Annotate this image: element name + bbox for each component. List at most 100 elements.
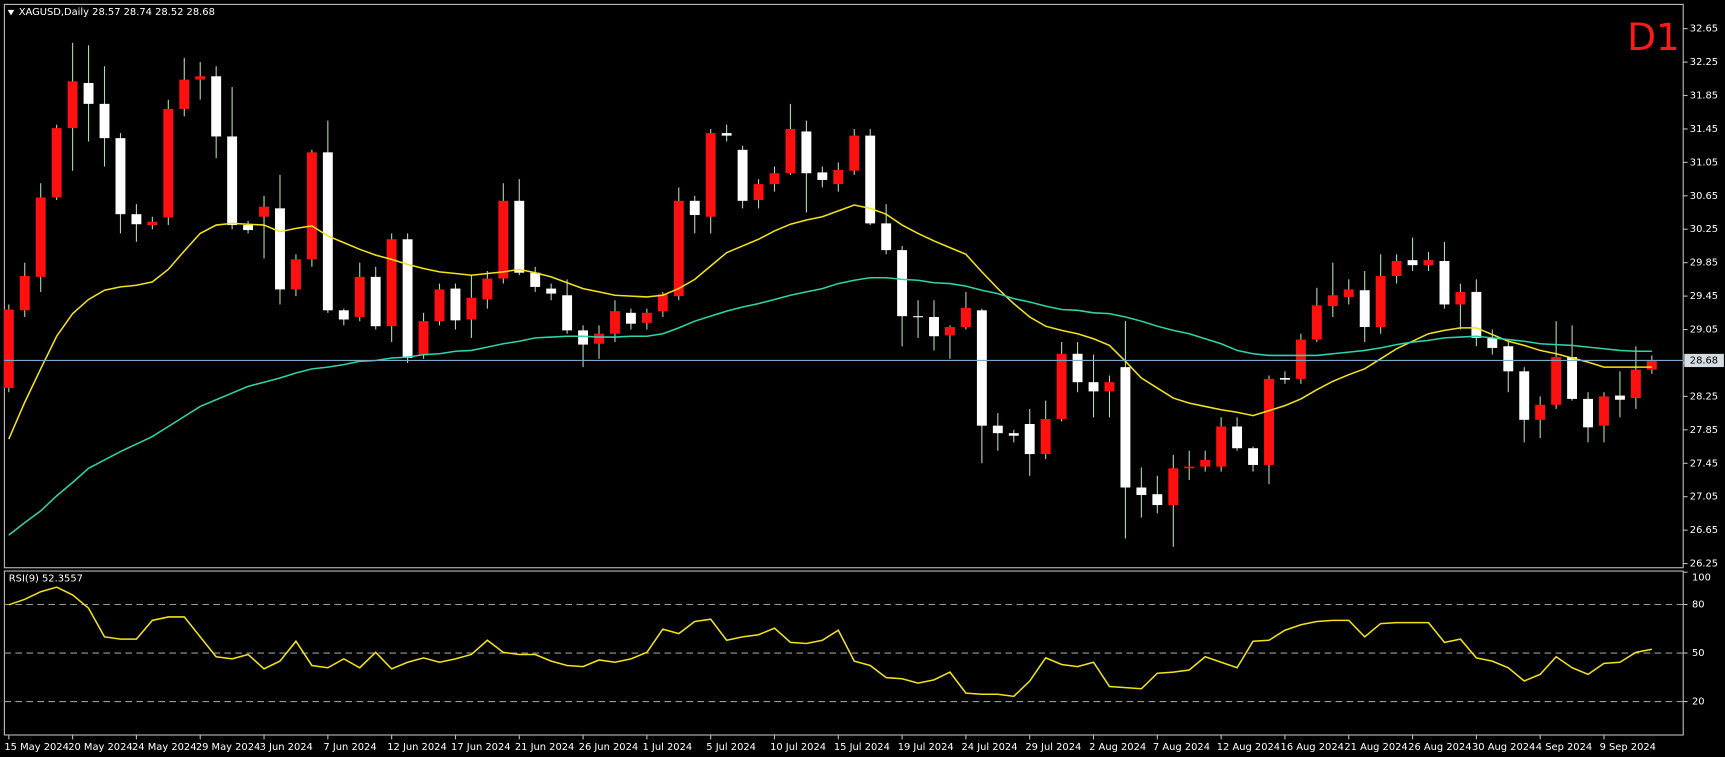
timeframe-label: D1 — [1627, 15, 1680, 59]
candle-body — [1583, 398, 1593, 428]
candle-body — [1024, 423, 1035, 455]
x-tick-label: 2 Aug 2024 — [1089, 742, 1146, 753]
candle-body — [1535, 404, 1546, 420]
y-tick-label: 27.45 — [1690, 458, 1718, 469]
x-tick-label: 24 Jul 2024 — [962, 742, 1018, 753]
candle-body — [1295, 339, 1306, 379]
candle-body — [1311, 305, 1322, 340]
candle-body — [67, 81, 78, 129]
candle-body — [1614, 395, 1625, 400]
candle-body — [945, 327, 955, 336]
candle-body — [466, 297, 477, 320]
candle-body — [1168, 468, 1179, 506]
candle-body — [322, 152, 333, 311]
candle-body — [418, 321, 429, 356]
y-tick-label: 31.85 — [1690, 91, 1718, 102]
candle-body — [1630, 369, 1641, 399]
y-tick-label: 29.85 — [1690, 258, 1718, 269]
candle-body — [482, 278, 493, 300]
candle-body — [1040, 418, 1051, 455]
candle-body — [131, 214, 142, 225]
candle-body — [1487, 337, 1498, 348]
y-tick-label: 27.05 — [1690, 492, 1718, 503]
rsi-line — [8, 586, 1652, 698]
candle-body — [673, 200, 684, 297]
candle-body — [594, 333, 604, 344]
candle-body — [3, 309, 14, 389]
candle-body — [1008, 433, 1019, 436]
candle-body — [1232, 426, 1243, 449]
x-tick-label: 17 Jun 2024 — [451, 742, 510, 753]
candle-body — [115, 138, 126, 215]
x-tick-label: 16 Aug 2024 — [1281, 742, 1344, 753]
candle-body — [1200, 459, 1211, 467]
candle-body — [1407, 260, 1418, 266]
x-tick-label: 15 May 2024 — [4, 742, 68, 753]
x-tick-label: 26 Aug 2024 — [1408, 742, 1471, 753]
candle-body — [498, 200, 509, 279]
candle-body — [1136, 487, 1147, 496]
candle-body — [833, 169, 844, 185]
candle-body — [1375, 276, 1386, 328]
candle-body — [163, 108, 174, 218]
candle-body — [227, 136, 238, 226]
y-tick-label: 20 — [1692, 697, 1705, 708]
candle-body — [897, 250, 908, 317]
candle-body — [514, 200, 525, 273]
y-tick-label: 31.45 — [1690, 124, 1718, 135]
candle-body — [354, 276, 365, 318]
candle-body — [1423, 260, 1434, 266]
candle-body — [290, 259, 301, 290]
candle-body — [275, 208, 285, 290]
candle-body — [1056, 353, 1067, 419]
candle-body — [195, 76, 206, 80]
candle-body — [530, 272, 541, 287]
x-tick-label: 7 Aug 2024 — [1153, 742, 1210, 753]
x-tick-label: 12 Aug 2024 — [1217, 742, 1280, 753]
candle-body — [849, 135, 860, 171]
rsi-title: RSI(9) 52.3557 — [9, 574, 83, 585]
x-tick-label: 10 Jul 2024 — [770, 742, 826, 753]
candle-body — [817, 172, 828, 180]
candle-body — [338, 310, 349, 320]
candle-body — [1120, 367, 1131, 488]
x-tick-label: 30 Aug 2024 — [1472, 742, 1535, 753]
candle-body — [1264, 378, 1274, 465]
candle-body — [1248, 448, 1258, 465]
candle-body — [259, 206, 269, 217]
candle-body — [801, 131, 812, 174]
y-tick-label: 30.25 — [1690, 224, 1718, 235]
candle-body — [1439, 261, 1450, 305]
candle-body — [689, 200, 700, 216]
rsi-layer: 20 50 80 100 — [4, 571, 1711, 708]
y-tick-label: 80 — [1692, 599, 1705, 610]
candle-body — [1184, 466, 1195, 469]
candle-body — [1152, 494, 1163, 506]
candle-body — [83, 82, 94, 104]
candle-body — [1551, 357, 1562, 405]
candle-body — [737, 149, 748, 201]
y-tick-label: 32.65 — [1690, 24, 1718, 35]
x-tick-label: 19 Jul 2024 — [898, 742, 954, 753]
x-tick-label: 4 Sep 2024 — [1536, 742, 1592, 753]
candle-body — [19, 276, 30, 311]
candle-body — [929, 317, 939, 337]
candle-body — [785, 128, 796, 174]
price-panel-frame — [3, 3, 1684, 569]
candle-body — [546, 288, 557, 294]
y-tick-label: 28.25 — [1690, 391, 1718, 402]
y-tick-label: 29.45 — [1690, 291, 1718, 302]
candle-body — [1343, 289, 1354, 297]
x-tick-label: 21 Jun 2024 — [515, 742, 574, 753]
candle-body — [865, 135, 876, 224]
candle-body — [51, 128, 62, 198]
candle-body — [1216, 426, 1227, 467]
candle-body — [1599, 396, 1609, 426]
chart-title: XAGUSD,Daily 28.57 28.74 28.52 28.68 — [19, 7, 215, 18]
candle-body — [705, 133, 716, 217]
y-tick-label: 32.25 — [1690, 57, 1718, 68]
candle-body — [1072, 353, 1083, 383]
candle-body — [721, 133, 732, 136]
candle-body — [992, 425, 1003, 434]
